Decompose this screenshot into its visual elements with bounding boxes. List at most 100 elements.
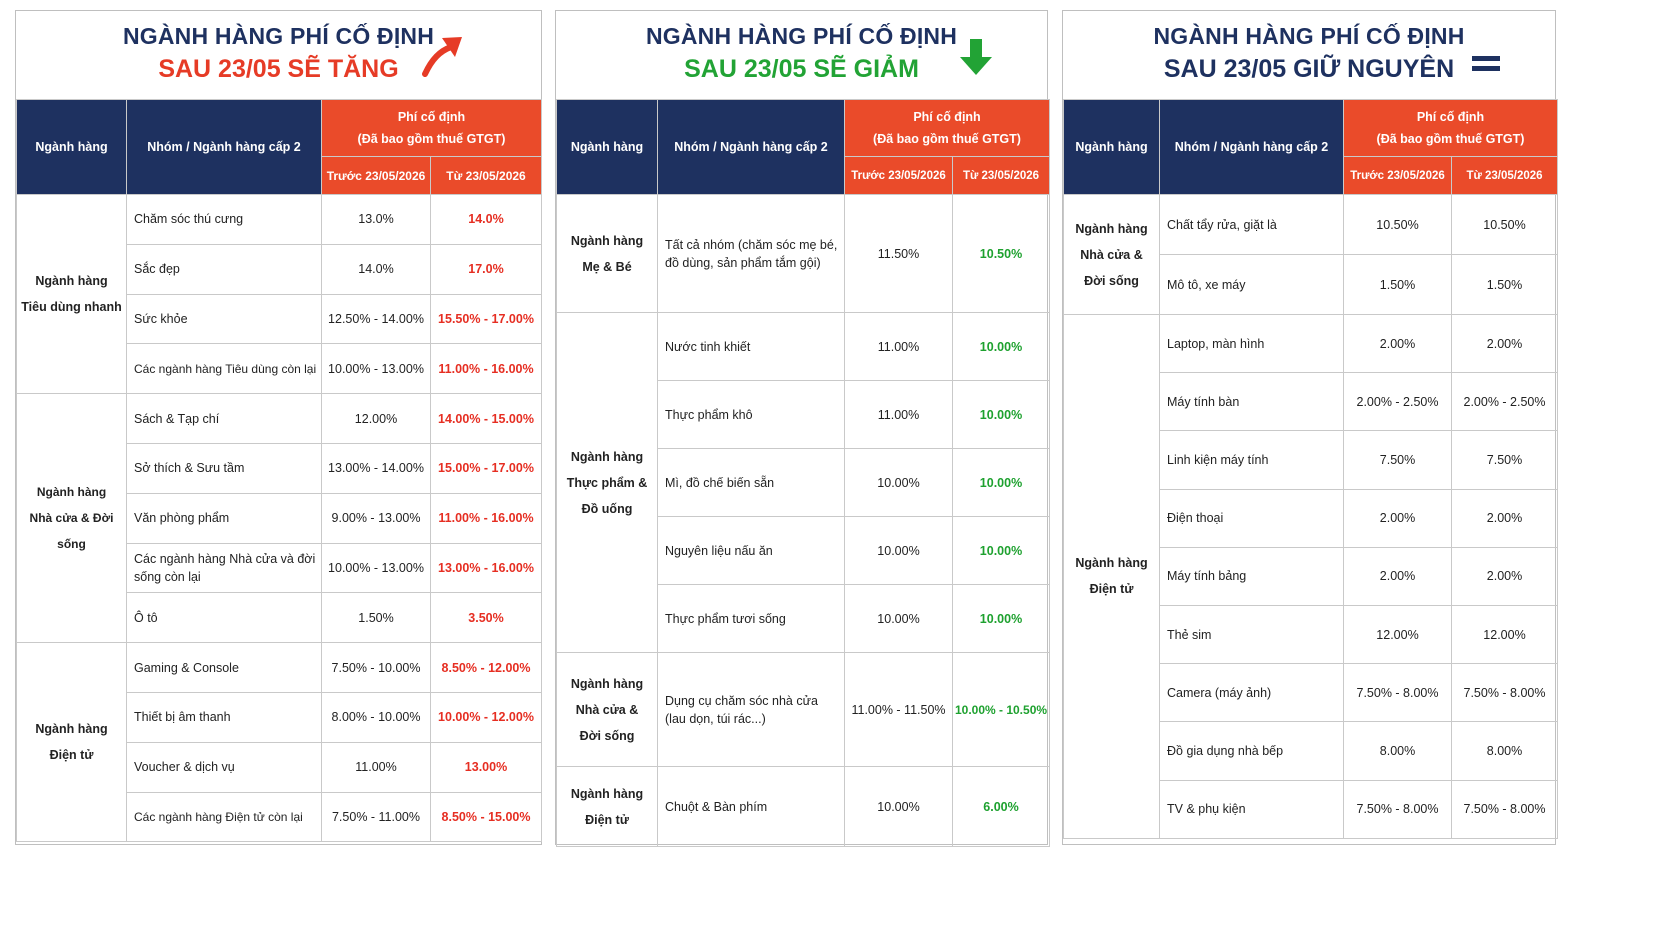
fee-after: 2.00% - 2.50% bbox=[1450, 372, 1559, 432]
subgroup-cell: Voucher & dịch vụ bbox=[126, 741, 322, 793]
fee-after: 15.00% - 17.00% bbox=[429, 442, 543, 494]
subgroup-cell: Thực phẩm tươi sống bbox=[657, 584, 845, 653]
group-cell: Ngành hàng Nhà cửa & Đời sống bbox=[556, 652, 658, 767]
fee-after: 10.00% bbox=[951, 584, 1051, 653]
subgroup-cell: Máy tính bảng bbox=[1159, 546, 1344, 606]
table-row: Sức khỏe 12.50% - 14.00% 15.50% - 17.00% bbox=[17, 293, 543, 345]
fee-after: 10.50% bbox=[951, 194, 1051, 313]
table-row: Ngành hàng Điện tử Gaming & Console 7.50%… bbox=[16, 642, 543, 843]
table-row: Ngành hàng Tiêu dùng nhanh Chăm sóc thú c… bbox=[16, 193, 543, 395]
table-row: Ngành hàng Điện tử Laptop, màn hình 2.00%… bbox=[1063, 313, 1559, 839]
group-cell: Ngành hàng Điện tử bbox=[1063, 314, 1160, 839]
fee-table: Ngành hàng Nhóm / Ngành hàng cấp 2 Phí c… bbox=[556, 99, 1051, 847]
table-row: Các ngành hàng Điện tử còn lại 7.50% - 1… bbox=[17, 791, 543, 843]
arrow-down-icon bbox=[960, 39, 992, 75]
fee-after: 10.00% bbox=[951, 312, 1051, 381]
fee-before: 10.00% - 13.00% bbox=[321, 343, 431, 395]
group-label: Ngành hàng bbox=[570, 676, 644, 691]
fee-after: 10.00% bbox=[951, 516, 1051, 585]
header-fee-line1: Phí cố định bbox=[913, 110, 981, 124]
subgroup-cell: Nước tinh khiết bbox=[657, 312, 845, 381]
fee-before: 10.00% - 13.00% bbox=[321, 542, 431, 594]
fee-before: 11.50% bbox=[844, 194, 953, 313]
fee-after: 1.50% bbox=[1450, 254, 1559, 315]
fee-after: 3.50% bbox=[429, 592, 543, 644]
fee-after: 11.00% - 16.00% bbox=[429, 343, 543, 395]
fee-before: 10.50% bbox=[1343, 194, 1452, 255]
subgroup-cell: Laptop, màn hình bbox=[1159, 313, 1344, 374]
table-row: Đồ gia dụng nhà bếp 8.00% 8.00% bbox=[1064, 721, 1559, 781]
fee-after: 8.00% bbox=[1450, 721, 1559, 781]
fee-after: 2.00% bbox=[1450, 488, 1559, 548]
unchanged-panel: NGÀNH HÀNG PHÍ CỐ ĐỊNH SAU 23/05 GIỮ NGU… bbox=[1062, 10, 1559, 845]
group-label: Nhà cửa & bbox=[575, 702, 639, 717]
table-row: Thực phẩm tươi sống 10.00% 10.00% bbox=[557, 584, 1051, 653]
fee-before: 2.00% bbox=[1343, 488, 1452, 548]
header-fee-line2: (Đã bao gồm thuế GTGT) bbox=[357, 132, 506, 146]
fee-after: 10.50% bbox=[1450, 194, 1559, 255]
table-row: Ngành hàng Mẹ & Bé Tất cả nhóm (chăm sóc … bbox=[556, 194, 1051, 313]
subgroup-cell: Mì, đồ chế biến sẵn bbox=[657, 448, 845, 517]
header-industry: Ngành hàng bbox=[556, 99, 658, 195]
header-before: Trước 23/05/2026 bbox=[321, 156, 431, 195]
fee-before: 13.0% bbox=[321, 194, 431, 245]
fee-before: 7.50% - 10.00% bbox=[321, 642, 431, 693]
header-group: Nhóm / Ngành hàng cấp 2 bbox=[126, 99, 322, 195]
table-row: Máy tính bảng 2.00% 2.00% bbox=[1064, 546, 1559, 606]
fee-after: 10.00% bbox=[951, 380, 1051, 449]
subgroup-cell: Camera (máy ảnh) bbox=[1159, 663, 1344, 723]
fee-after: 6.00% bbox=[951, 766, 1051, 847]
table-row: Các ngành hàng Nhà cửa và đời sống còn l… bbox=[17, 542, 543, 594]
fee-before: 12.00% bbox=[321, 393, 431, 444]
panel-title-line1: NGÀNH HÀNG PHÍ CỐ ĐỊNH bbox=[122, 23, 435, 49]
table-row: Ngành hàng Nhà cửa & Đời sống Chất tẩy rửa… bbox=[1063, 194, 1559, 315]
fee-after: 8.50% - 15.00% bbox=[429, 791, 543, 843]
subgroup-cell: Linh kiện máy tính bbox=[1159, 430, 1344, 490]
table-row: Mô tô, xe máy 1.50% 1.50% bbox=[1064, 254, 1559, 315]
table-row: Ngành hàng Nhà cửa & Đời sống Dụng cụ chăm… bbox=[556, 652, 1051, 767]
fee-before: 2.00% - 2.50% bbox=[1343, 372, 1452, 432]
fee-after: 7.50% - 8.00% bbox=[1450, 779, 1559, 839]
increase-panel: NGÀNH HÀNG PHÍ CỐ ĐỊNH SAU 23/05 SẼ TĂNG… bbox=[15, 10, 543, 845]
header-fee-line1: Phí cố định bbox=[1416, 110, 1485, 124]
table-row: Thiết bị âm thanh 8.00% - 10.00% 10.00% … bbox=[17, 691, 543, 743]
group-label: Ngành hàng bbox=[35, 274, 108, 289]
subgroup-cell: Các ngành hàng Tiêu dùng còn lại bbox=[126, 343, 322, 395]
table-row: Văn phòng phẩm 9.00% - 13.00% 11.00% - 1… bbox=[17, 492, 543, 544]
panel-title-line2: SAU 23/05 GIỮ NGUYÊN bbox=[1163, 55, 1455, 83]
subgroup-cell: Máy tính bàn bbox=[1159, 372, 1344, 432]
fee-before: 9.00% - 13.00% bbox=[321, 492, 431, 544]
fee-before: 10.00% bbox=[844, 516, 953, 585]
table-row: Camera (máy ảnh) 7.50% - 8.00% 7.50% - 8… bbox=[1064, 663, 1559, 723]
fee-before: 11.00% - 11.50% bbox=[844, 652, 953, 767]
decrease-panel: NGÀNH HÀNG PHÍ CỐ ĐỊNH SAU 23/05 SẼ GIẢM… bbox=[555, 10, 1051, 847]
fee-after: 7.50% bbox=[1450, 430, 1559, 490]
header-fee: Phí cố định (Đã bao gồm thuế GTGT) bbox=[320, 99, 543, 157]
subgroup-cell: Thẻ sim bbox=[1159, 604, 1344, 665]
fee-after: 13.00% bbox=[429, 741, 543, 793]
fee-before: 7.50% - 11.00% bbox=[321, 791, 431, 843]
subgroup-cell: Văn phòng phẩm bbox=[126, 492, 322, 544]
subgroup-cell: Điện thoại bbox=[1159, 488, 1344, 548]
group-label: Đời sống bbox=[579, 728, 635, 743]
fee-before: 14.0% bbox=[321, 243, 431, 295]
subgroup-cell: Các ngành hàng Nhà cửa và đời sống còn l… bbox=[126, 542, 322, 594]
panel-title-line2: SAU 23/05 SẼ TĂNG bbox=[158, 55, 399, 83]
fee-before: 1.50% bbox=[321, 592, 431, 644]
fee-table: Ngành hàng Nhóm / Ngành hàng cấp 2 Phí c… bbox=[16, 99, 543, 843]
fee-after: 12.00% bbox=[1450, 604, 1559, 665]
header-before: Trước 23/05/2026 bbox=[844, 156, 953, 195]
subgroup-cell: Đồ gia dụng nhà bếp bbox=[1159, 721, 1344, 781]
header-industry: Ngành hàng bbox=[1063, 99, 1160, 195]
table-row: Thực phẩm khô 11.00% 10.00% bbox=[557, 380, 1051, 449]
group-cell: Ngành hàng Tiêu dùng nhanh bbox=[16, 193, 127, 395]
group-cell: Ngành hàng Thực phẩm & Đồ uống bbox=[556, 312, 658, 653]
group-label: Ngành hàng bbox=[570, 449, 644, 464]
table-row: Voucher & dịch vụ 11.00% 13.00% bbox=[17, 741, 543, 793]
fee-after: 17.0% bbox=[429, 243, 543, 295]
header-fee-line2: (Đã bao gồm thuế GTGT) bbox=[873, 132, 1021, 146]
arrow-up-icon bbox=[422, 37, 462, 77]
fee-before: 12.50% - 14.00% bbox=[321, 293, 431, 345]
fee-before: 12.00% bbox=[1343, 604, 1452, 665]
group-label: Ngành hàng bbox=[1075, 221, 1148, 236]
